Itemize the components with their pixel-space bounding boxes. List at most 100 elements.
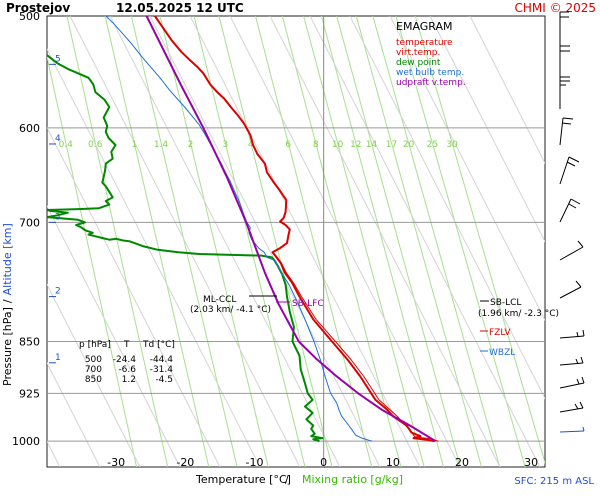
temperature-tick-label: 30 <box>524 456 538 469</box>
isotherm-line <box>47 48 261 467</box>
isotherm-line <box>69 16 301 467</box>
wind-barb <box>559 156 580 185</box>
isotherm-line <box>349 16 545 400</box>
level-annotations: ML-CCL (2.03 km/ -4.1 °C) SB-LFC SB-LCL … <box>190 295 559 358</box>
mixing-ratio-labels: 0.4 0.6 1 1.4 2 3 4 6 8 10 12 14 17 20 25 30 <box>59 140 459 150</box>
wbzl-label: WBZL <box>489 348 515 358</box>
pressure-tick-label: 600 <box>19 122 40 135</box>
legend-dew-point: dew point <box>396 58 441 68</box>
x-axis-separator: / <box>285 473 289 486</box>
sb-lcl-values: (1.96 km/ -2.3 °C) <box>478 309 559 319</box>
wind-barb <box>559 329 585 339</box>
series-udpraft-v-temp <box>145 16 437 443</box>
altitude-tick-label: 2 <box>55 287 61 297</box>
mixing-ratio-line <box>159 16 269 467</box>
isotherm-line <box>47 283 141 467</box>
legend: EMAGRAM temperature virt.temp. dew point… <box>396 20 466 88</box>
wind-barb <box>559 356 584 366</box>
table-row-td: -4.5 <box>155 375 173 385</box>
x-axis-label: Temperature [°C] <box>195 473 291 486</box>
mixing-ratio-line <box>255 16 373 467</box>
sfc-label: SFC: 215 m ASL <box>514 476 594 487</box>
series-dew-point <box>47 53 324 443</box>
mixing-ratio-label: 6 <box>285 140 291 150</box>
isotherm-line <box>47 361 101 467</box>
sb-lcl-label: SB-LCL <box>490 298 521 308</box>
mixing-ratio-label: 4 <box>248 140 254 150</box>
table-row-p: 700 <box>85 365 102 375</box>
ml-ccl-label: ML-CCL <box>203 295 236 305</box>
wind-barb <box>559 117 574 146</box>
mixing-ratio-label: 8 <box>313 140 319 150</box>
mixing-ratio-label: 10 <box>332 140 344 150</box>
table-row-p: 850 <box>85 375 102 385</box>
temperature-tick-label: 20 <box>455 456 469 469</box>
legend-wet-bulb: wet bulb temp. <box>396 68 464 78</box>
pressure-tick-labels: 500 600 700 850 925 1000 <box>12 10 40 448</box>
isotherm-line <box>47 205 181 467</box>
sounding-table: p [hPa] T Td [°C] 500 -24.4 -44.4 700 -6… <box>79 340 175 385</box>
isotherm-line <box>389 16 545 322</box>
mixing-ratio-label: 0.6 <box>88 140 103 150</box>
profile-series <box>47 16 439 443</box>
table-header-p: p [hPa] <box>79 340 111 350</box>
pressure-tick-label: 850 <box>19 335 40 348</box>
temperature-tick-label: 10 <box>386 456 400 469</box>
wind-barb <box>559 426 585 433</box>
isotherm-line <box>109 16 341 467</box>
mixing-ratio-lines <box>47 16 545 467</box>
mixing-ratio-label: 17 <box>386 140 397 150</box>
table-row-t: 1.2 <box>122 375 136 385</box>
mixing-ratio-line <box>355 16 483 467</box>
x-axis-mixing-label: Mixing ratio [g/kg] <box>302 473 403 486</box>
datetime-label: 12.05.2025 12 UTC <box>116 1 244 15</box>
isotherm-line <box>309 16 541 467</box>
mixing-ratio-label: 2 <box>188 140 194 150</box>
isotherm-line <box>229 16 461 467</box>
station-name: Prostejov <box>6 1 70 15</box>
table-row-t: -24.4 <box>113 355 137 365</box>
mixing-ratio-label: 14 <box>366 140 378 150</box>
legend-virt-temp: virt.temp. <box>396 48 440 58</box>
pressure-tick-label: 500 <box>19 10 40 23</box>
altitude-tick-label: 1 <box>55 353 61 363</box>
isotherm-line <box>47 126 221 467</box>
mixing-ratio-line <box>66 16 169 467</box>
sb-lfc-label: SB-LFC <box>292 299 324 309</box>
mixing-ratio-label: 0.4 <box>59 140 74 150</box>
wind-barb <box>559 76 570 109</box>
temperature-tick-label: 0 <box>320 456 327 469</box>
series-temperature <box>154 16 435 443</box>
mixing-ratio-label: 1 <box>131 140 137 150</box>
legend-temperature: temperature <box>396 38 453 48</box>
legend-title: EMAGRAM <box>396 20 453 33</box>
skewed-isotherms <box>47 16 545 467</box>
table-header-t: T <box>123 340 130 350</box>
table-row-t: -6.6 <box>118 365 136 375</box>
isotherm-line <box>149 16 381 467</box>
mixing-ratio-line <box>336 16 461 467</box>
temperature-tick-label: -10 <box>246 456 264 469</box>
table-row-p: 500 <box>85 355 102 365</box>
mixing-ratio-label: 3 <box>222 140 228 150</box>
wind-barb <box>559 198 581 223</box>
series-virt-temp <box>272 251 439 442</box>
table-row-td: -44.4 <box>150 355 174 365</box>
mixing-ratio-label: 12 <box>350 140 361 150</box>
wind-barb <box>559 376 585 389</box>
wind-barb <box>559 240 584 261</box>
temperature-tick-labels: -30 -20 -10 0 10 20 30 <box>107 456 538 469</box>
mixing-ratio-line <box>320 16 445 467</box>
isotherm-line <box>429 16 545 243</box>
wind-barbs <box>559 11 585 433</box>
pressure-tick-label: 925 <box>19 387 40 400</box>
pressure-tick-label: 1000 <box>12 435 40 448</box>
temperature-tick-label: -30 <box>107 456 125 469</box>
table-header-td: Td [°C] <box>142 340 175 350</box>
mixing-ratio-line <box>130 16 238 467</box>
altitude-ticks: 1 2 3 4 5 <box>49 54 61 364</box>
y-axis-pressure-label: Pressure [hPa] <box>1 307 14 386</box>
wind-barb <box>559 45 570 80</box>
mixing-ratio-line <box>395 16 526 467</box>
